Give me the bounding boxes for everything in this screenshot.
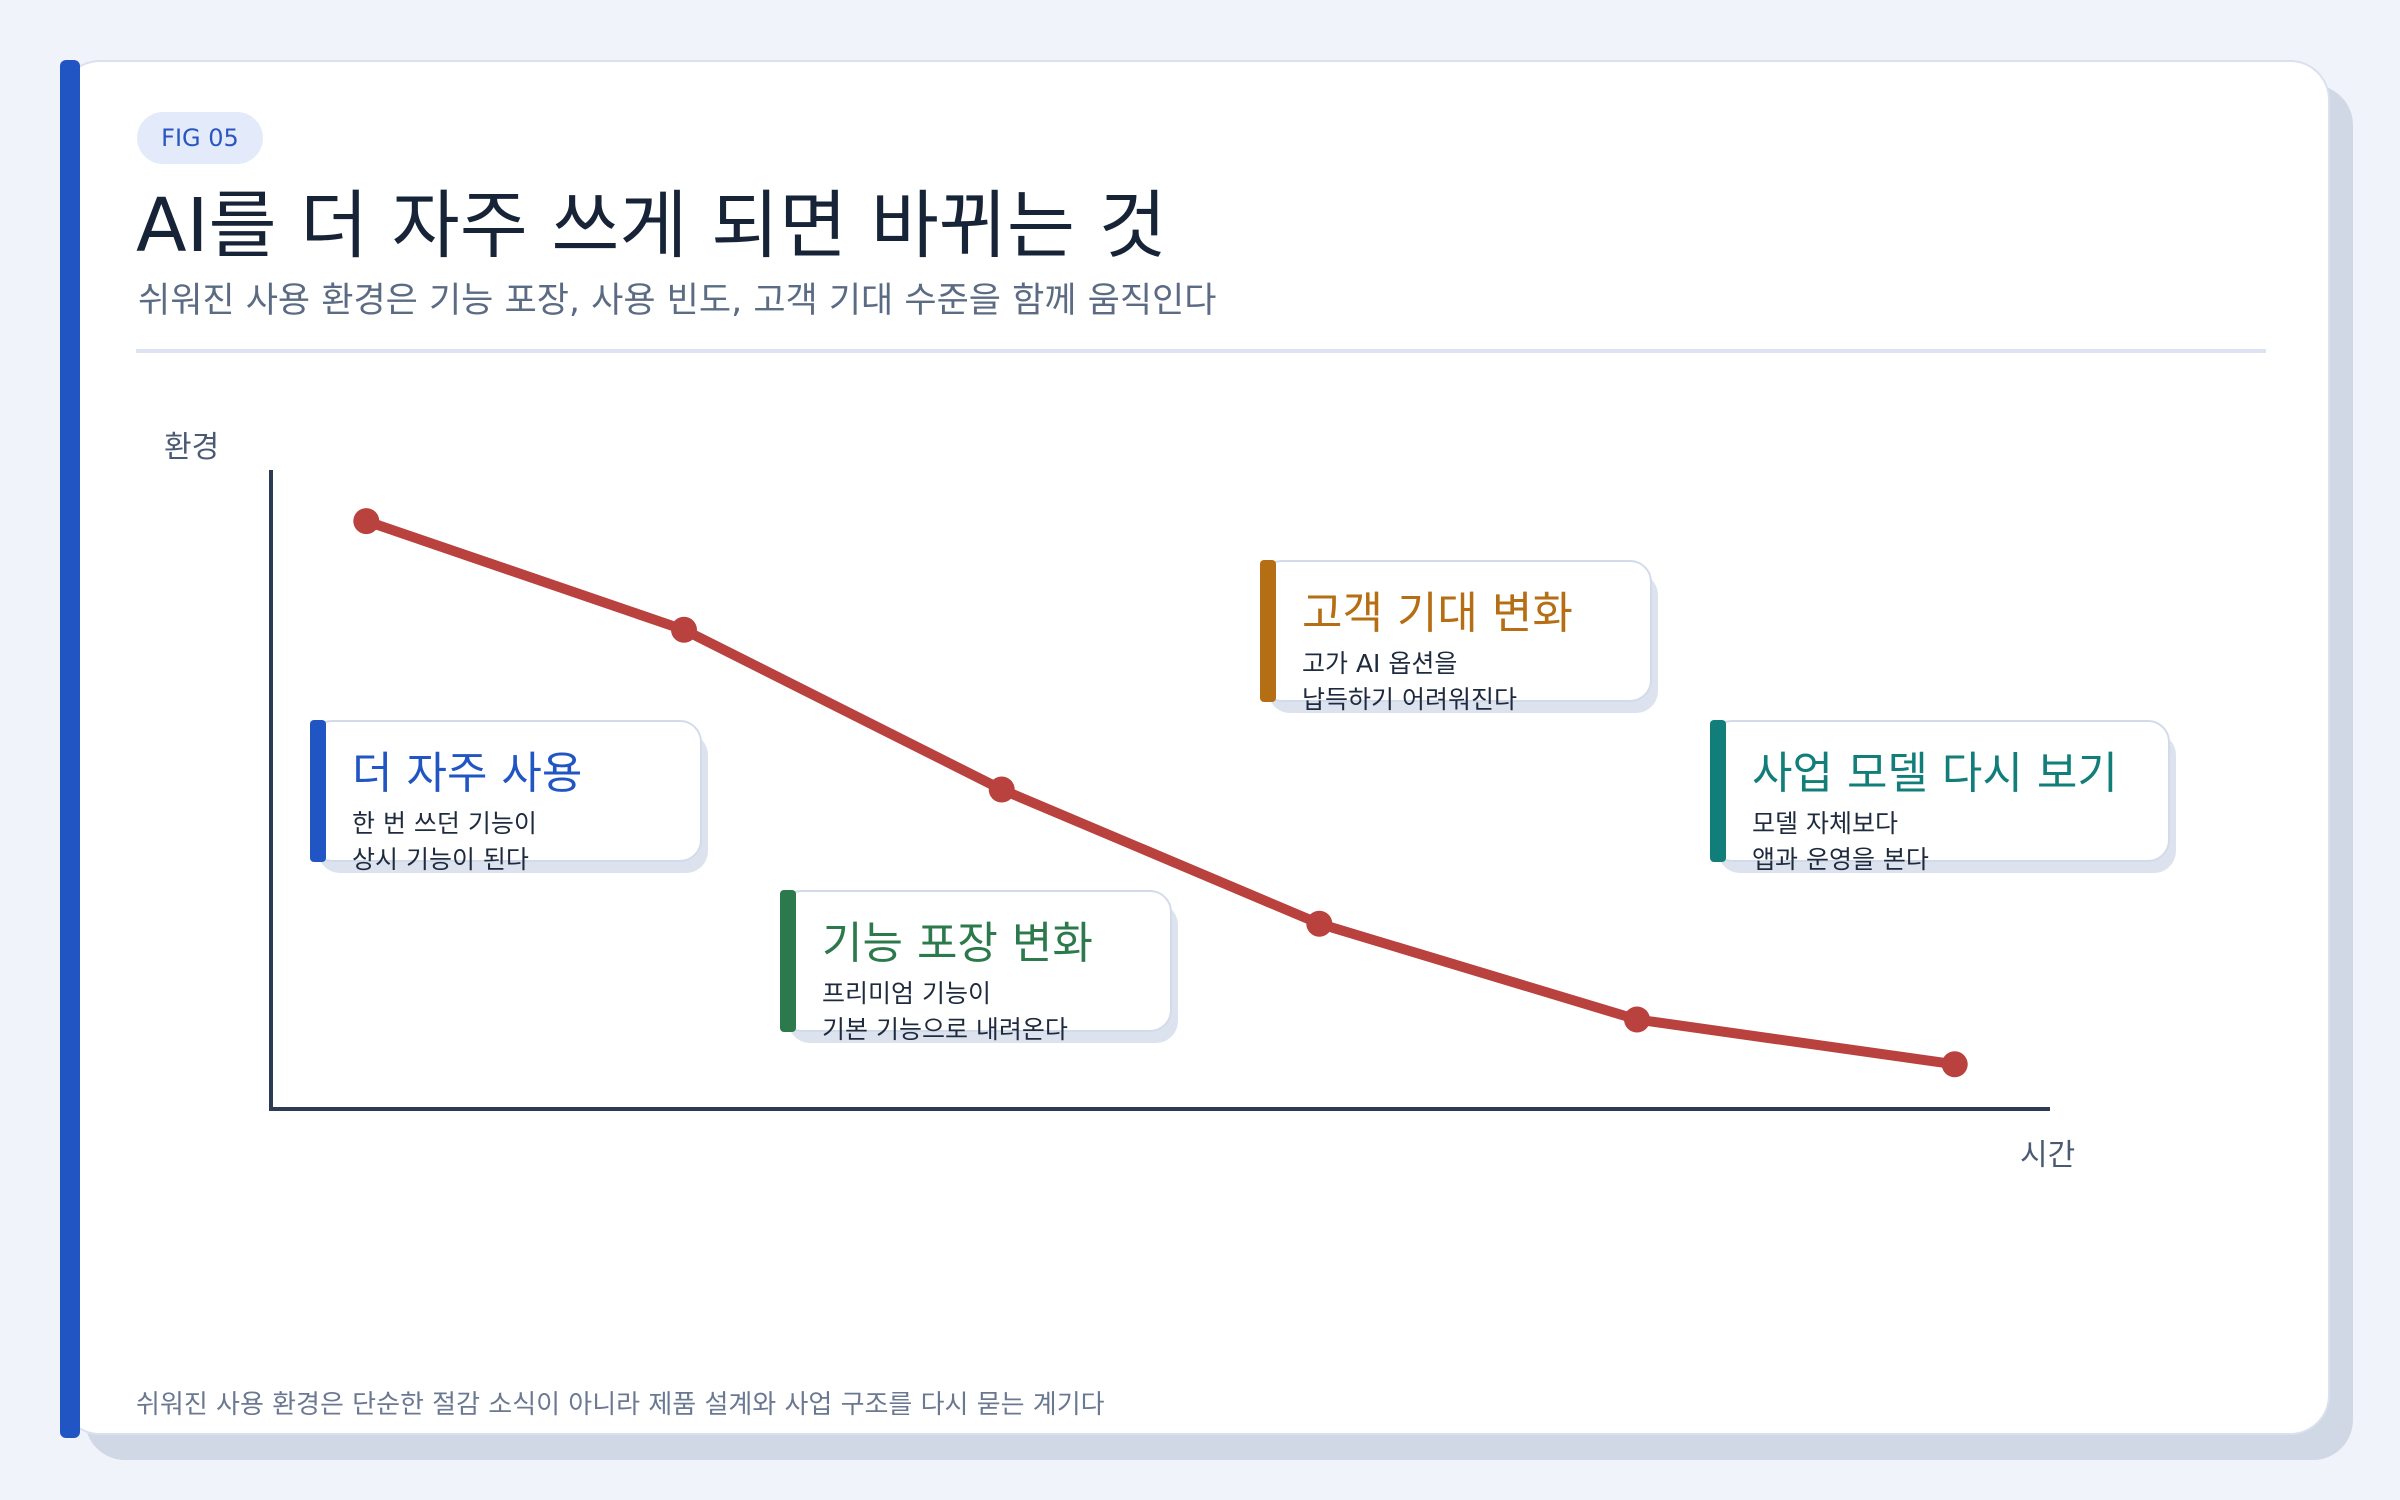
callout-line: 프리미엄 기능이 [822, 979, 991, 1008]
callout-line: 기본 기능으로 내려온다 [822, 1015, 1068, 1044]
trend-point-1 [353, 508, 380, 535]
callout-stripe [780, 890, 796, 1032]
callout-stripe [1260, 560, 1276, 702]
callout-title: 기능 포장 변화 [822, 918, 1093, 969]
page-subtitle: 쉬워진 사용 환경은 기능 포장, 사용 빈도, 고객 기대 수준을 함께 움직… [138, 281, 1217, 321]
callout-line: 상시 기능이 된다 [352, 845, 529, 874]
accent-bar [60, 60, 80, 1438]
callout-line: 앱과 운영을 본다 [1752, 845, 1929, 874]
trend-line [361, 516, 1960, 1070]
callout-title: 더 자주 사용 [352, 748, 583, 799]
y-axis-label: 환경 [164, 430, 220, 465]
trend-point-2 [671, 616, 697, 643]
figure-tag: FIG 05 [137, 112, 263, 164]
callout-title: 사업 모델 다시 보기 [1752, 748, 2118, 799]
callout-stripe [1710, 720, 1726, 862]
page-title: AI를 더 자주 쓰게 되면 바뀌는 것 [136, 183, 1167, 269]
trend-points [353, 508, 1968, 1078]
trend-point-4 [1306, 910, 1333, 937]
trend-point-5 [1624, 1006, 1650, 1033]
callout-line: 고가 AI 옵션을 [1302, 649, 1458, 678]
trend-point-6 [1941, 1051, 1968, 1078]
callout-title: 고객 기대 변화 [1302, 588, 1573, 639]
callout-business-model: 사업 모델 다시 보기 모델 자체보다 앱과 운영을 본다 [1710, 720, 2170, 874]
callout-packaging: 기능 포장 변화 프리미엄 기능이 기본 기능으로 내려온다 [780, 890, 1172, 1044]
x-axis-label: 시간 [2020, 1138, 2076, 1173]
callout-line: 한 번 쓰던 기능이 [352, 809, 537, 838]
title-divider [136, 349, 2266, 353]
trend-point-3 [988, 776, 1015, 803]
callout-line: 모델 자체보다 [1752, 809, 1898, 838]
callout-stripe [310, 720, 326, 862]
footnote: 쉬워진 사용 환경은 단순한 절감 소식이 아니라 제품 설계와 사업 구조를 … [136, 1390, 1105, 1420]
callout-line: 납득하기 어려워진다 [1302, 685, 1517, 714]
callout-expectation: 고객 기대 변화 고가 AI 옵션을 납득하기 어려워진다 [1260, 560, 1652, 714]
callout-frequency: 더 자주 사용 한 번 쓰던 기능이 상시 기능이 된다 [310, 720, 702, 874]
